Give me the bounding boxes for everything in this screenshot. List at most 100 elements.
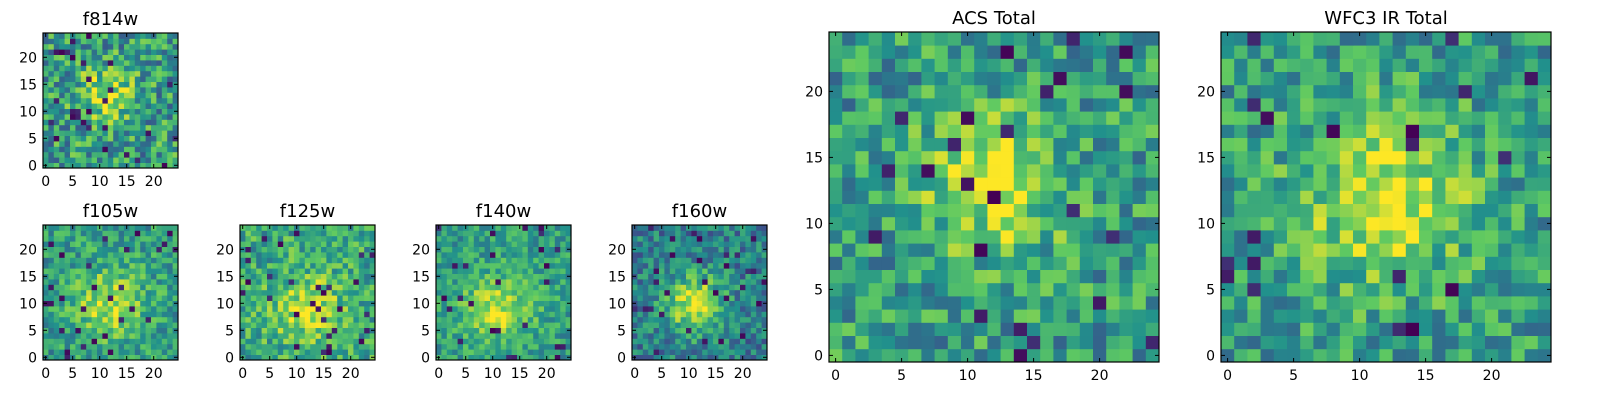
heatmap-cell	[718, 306, 725, 312]
heatmap-cell	[245, 230, 252, 237]
heatmap-cell	[829, 309, 843, 323]
heatmap-cell	[1471, 296, 1486, 310]
heatmap-cell	[1079, 256, 1094, 270]
heatmap-cell	[156, 70, 163, 77]
heatmap-cell	[1339, 203, 1354, 218]
heatmap-cell	[653, 316, 660, 323]
heatmap-cell	[294, 257, 300, 264]
heatmap-cell	[479, 252, 485, 258]
heatmap-cell	[272, 279, 279, 285]
heatmap-cell	[1419, 243, 1433, 257]
heatmap-cell	[86, 284, 92, 291]
heatmap-cell	[495, 306, 502, 312]
heatmap-cell	[1511, 322, 1525, 336]
heatmap-cell	[452, 311, 458, 318]
heatmap-cell	[1498, 203, 1512, 218]
heatmap-cell	[549, 246, 556, 253]
heatmap-cell	[348, 279, 354, 285]
heatmap-cell	[118, 257, 125, 264]
heatmap-cell	[1353, 98, 1367, 112]
panel-title: f105w	[83, 201, 138, 222]
heatmap-cell	[855, 256, 869, 270]
heatmap-cell	[1524, 216, 1539, 231]
heatmap-cell	[331, 349, 338, 355]
heatmap-cell	[637, 268, 644, 274]
heatmap-cell	[118, 268, 125, 274]
heatmap-cell	[1040, 45, 1054, 59]
heatmap-cell	[1221, 348, 1235, 363]
heatmap-cell	[1300, 296, 1314, 310]
heatmap-cell	[1221, 164, 1235, 178]
heatmap-cell	[167, 151, 173, 158]
heatmap-cell	[43, 311, 49, 318]
heatmap-cell	[686, 306, 692, 312]
heatmap-cell	[565, 252, 572, 258]
heatmap-cell	[53, 322, 60, 328]
heatmap-cell	[1300, 124, 1314, 138]
heatmap-cell	[565, 241, 572, 247]
heatmap-cell	[1079, 58, 1094, 72]
heatmap-cell	[1326, 322, 1341, 336]
heatmap-cell	[1053, 164, 1067, 178]
heatmap-cell	[1000, 32, 1015, 46]
heatmap-cell	[124, 311, 130, 318]
heatmap-cell	[113, 284, 119, 291]
heatmap-cell	[648, 257, 654, 264]
heatmap-cell	[118, 81, 125, 88]
heatmap-cell	[358, 273, 365, 280]
heatmap-cell	[1260, 348, 1275, 363]
heatmap-cell	[299, 289, 306, 296]
heatmap-cell	[881, 296, 896, 310]
heatmap-cell	[326, 268, 333, 274]
heatmap-cell	[277, 225, 284, 231]
heatmap-cell	[829, 45, 843, 59]
heatmap-cell	[48, 289, 55, 296]
heatmap-cell	[364, 306, 370, 312]
heatmap-cell	[272, 284, 279, 291]
heatmap-cell	[680, 252, 687, 258]
heatmap-cell	[1079, 177, 1094, 191]
heatmap-cell	[1287, 203, 1301, 218]
heatmap-cell	[554, 289, 561, 296]
heatmap-cell	[64, 124, 71, 131]
heatmap-cell	[129, 262, 136, 269]
heatmap-cell	[1119, 58, 1133, 72]
heatmap-cell	[156, 300, 163, 307]
panel-title: ACS Total	[952, 8, 1036, 29]
heatmap-cell	[675, 257, 681, 264]
heatmap-cell	[696, 349, 703, 355]
heatmap-cell	[637, 333, 644, 339]
heatmap-cell	[1287, 32, 1301, 46]
heatmap-cell	[868, 124, 883, 138]
heatmap-cell	[151, 108, 157, 115]
heatmap-cell	[1119, 296, 1133, 310]
heatmap-cell	[70, 108, 76, 115]
heatmap-cell	[156, 268, 163, 274]
heatmap-cell	[642, 273, 649, 280]
heatmap-cell	[1326, 111, 1341, 125]
heatmap-cell	[538, 343, 545, 350]
heatmap-cell	[129, 151, 136, 158]
heatmap-cell	[91, 108, 98, 115]
heatmap-cell	[86, 97, 92, 104]
heatmap-cell	[707, 354, 714, 361]
heatmap-cell	[479, 235, 485, 242]
heatmap-cell	[495, 230, 502, 237]
heatmap-cell	[718, 349, 725, 355]
heatmap-cell	[1053, 335, 1067, 350]
heatmap-cell	[1132, 111, 1147, 125]
heatmap-cell	[868, 256, 883, 270]
heatmap-cell	[267, 295, 273, 301]
heatmap-cell	[353, 343, 360, 350]
heatmap-cell	[702, 252, 708, 258]
heatmap-cell	[294, 300, 300, 307]
heatmap-cell	[686, 284, 692, 291]
heatmap-cell	[1498, 177, 1512, 191]
heatmap-cell	[961, 269, 975, 284]
heatmap-cell	[102, 262, 109, 269]
heatmap-cell	[86, 33, 92, 39]
heatmap-cell	[653, 273, 660, 280]
heatmap-cell	[675, 289, 681, 296]
heatmap-cell	[1300, 58, 1314, 72]
heatmap-cell	[102, 295, 109, 301]
